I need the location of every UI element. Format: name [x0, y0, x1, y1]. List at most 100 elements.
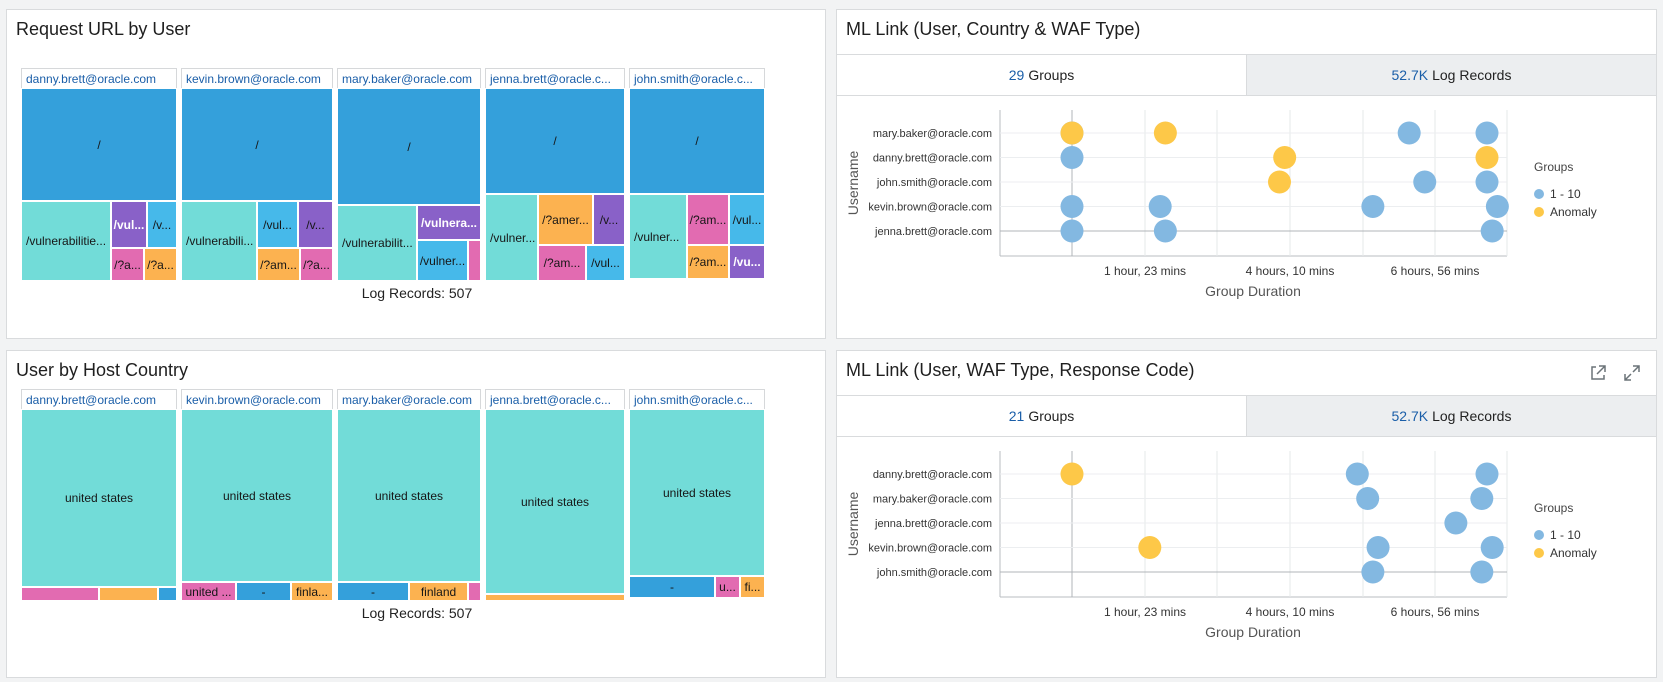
- treemap-cell[interactable]: /vu...: [729, 245, 765, 279]
- anomaly-point[interactable]: [1138, 536, 1162, 559]
- treemap-cell[interactable]: /?am...: [538, 245, 586, 281]
- treemap-cell[interactable]: [468, 582, 481, 601]
- treemap-user-label[interactable]: john.smith@oracle.c...: [629, 389, 765, 409]
- summary-tabs: 21 Groups 52.7K Log Records: [837, 395, 1656, 437]
- anomaly-point[interactable]: [1273, 146, 1297, 169]
- treemap-cell[interactable]: /v...: [593, 194, 625, 245]
- treemap-cell[interactable]: /vul...: [586, 245, 625, 281]
- bubble-point[interactable]: [1485, 195, 1509, 218]
- treemap-user-label[interactable]: john.smith@oracle.c...: [629, 68, 765, 88]
- treemap-user-label[interactable]: jenna.brett@oracle.c...: [485, 68, 625, 88]
- treemap-cell[interactable]: united states: [21, 409, 177, 587]
- treemap-cell[interactable]: [468, 240, 481, 281]
- bubble-point[interactable]: [1413, 170, 1437, 194]
- tab-groups[interactable]: 21 Groups: [837, 396, 1246, 436]
- treemap-cell[interactable]: [99, 587, 158, 601]
- bubble-point[interactable]: [1345, 462, 1369, 486]
- legend-entry: 1 - 10: [1550, 528, 1581, 542]
- bubble-point[interactable]: [1366, 536, 1390, 559]
- treemap-cell[interactable]: /vulner...: [417, 240, 468, 281]
- expand-icon[interactable]: [1622, 363, 1642, 383]
- treemap-cell[interactable]: /v...: [147, 201, 177, 248]
- bubble-point[interactable]: [1480, 219, 1504, 243]
- y-tick-label: mary.baker@oracle.com: [873, 128, 992, 140]
- treemap-cell[interactable]: /vulner...: [485, 194, 538, 281]
- treemap-cell[interactable]: united states: [181, 409, 333, 582]
- treemap-cell[interactable]: /?am...: [687, 245, 729, 279]
- legend-entry: Anomaly: [1550, 546, 1597, 560]
- bubble-point[interactable]: [1480, 536, 1504, 559]
- bubble-point[interactable]: [1361, 560, 1385, 584]
- treemap-cell[interactable]: [485, 594, 625, 601]
- records-count: 52.7K: [1391, 67, 1429, 83]
- treemap-cell[interactable]: united states: [629, 409, 765, 576]
- treemap-cell[interactable]: /?a...: [111, 248, 144, 281]
- treemap-cell[interactable]: /: [181, 88, 333, 201]
- treemap-user-label[interactable]: mary.baker@oracle.com: [337, 389, 481, 409]
- treemap-cell[interactable]: [158, 587, 177, 601]
- treemap-cell[interactable]: -: [337, 582, 409, 601]
- anomaly-point[interactable]: [1268, 170, 1291, 194]
- treemap-cell[interactable]: united states: [485, 409, 625, 594]
- treemap-cell[interactable]: /vulnerabilit...: [337, 205, 417, 281]
- anomaly-point[interactable]: [1060, 121, 1084, 145]
- tab-groups[interactable]: 29 Groups: [837, 55, 1246, 95]
- tab-log-records[interactable]: 52.7K Log Records: [1246, 396, 1656, 436]
- treemap-cell[interactable]: /?a...: [300, 248, 333, 281]
- treemap-cell[interactable]: /: [337, 88, 481, 205]
- bubble-point[interactable]: [1060, 146, 1084, 169]
- y-tick-label: danny.brett@oracle.com: [873, 153, 992, 165]
- bubble-point[interactable]: [1470, 560, 1494, 584]
- treemap-cell[interactable]: u...: [715, 576, 740, 598]
- x-tick-label: 4 hours, 10 mins: [1246, 605, 1335, 619]
- treemap-user-label[interactable]: jenna.brett@oracle.c...: [485, 389, 625, 409]
- treemap-cell[interactable]: /: [629, 88, 765, 194]
- treemap-cell[interactable]: /vul...: [729, 194, 765, 245]
- tab-log-records[interactable]: 52.7K Log Records: [1246, 55, 1656, 95]
- treemap-cell[interactable]: /vulnera...: [417, 205, 481, 240]
- anomaly-point[interactable]: [1060, 462, 1084, 486]
- treemap-cell[interactable]: fi...: [740, 576, 765, 598]
- anomaly-point[interactable]: [1153, 121, 1177, 145]
- treemap-cell[interactable]: /vulnerabilitie...: [21, 201, 111, 281]
- treemap-cell[interactable]: /vulnerabili...: [181, 201, 257, 281]
- treemap-user-label[interactable]: kevin.brown@oracle.com: [181, 389, 333, 409]
- legend-swatch: [1534, 530, 1544, 540]
- bubble-point[interactable]: [1060, 219, 1084, 243]
- treemap-user-label[interactable]: kevin.brown@oracle.com: [181, 68, 333, 88]
- treemap-cell[interactable]: /: [21, 88, 177, 201]
- treemap-cell[interactable]: /v...: [298, 201, 333, 248]
- bubble-point[interactable]: [1397, 121, 1421, 145]
- treemap-cell[interactable]: /?am...: [687, 194, 729, 245]
- treemap-cell[interactable]: finland: [409, 582, 468, 601]
- bubble-point[interactable]: [1148, 195, 1172, 218]
- treemap-cell[interactable]: /vul...: [257, 201, 298, 248]
- bubble-point[interactable]: [1444, 511, 1468, 535]
- treemap-cell[interactable]: /: [485, 88, 625, 194]
- bubble-point[interactable]: [1153, 219, 1177, 243]
- bubble-point[interactable]: [1475, 170, 1499, 194]
- treemap-cell[interactable]: /?am...: [257, 248, 300, 281]
- open-external-icon[interactable]: [1588, 363, 1608, 383]
- treemap-cell[interactable]: -: [629, 576, 715, 598]
- bubble-point[interactable]: [1470, 487, 1494, 510]
- treemap-cell[interactable]: /?a...: [144, 248, 177, 281]
- x-tick-label: 1 hour, 23 mins: [1104, 605, 1186, 619]
- treemap-cell[interactable]: [21, 587, 99, 601]
- bubble-point[interactable]: [1356, 487, 1380, 510]
- treemap-cell[interactable]: /vul...: [111, 201, 147, 248]
- treemap-cell[interactable]: /vulner...: [629, 194, 687, 279]
- bubble-point[interactable]: [1475, 462, 1499, 486]
- bubble-point[interactable]: [1361, 195, 1385, 218]
- bubble-point[interactable]: [1060, 195, 1084, 218]
- treemap-user-label[interactable]: danny.brett@oracle.com: [21, 389, 177, 409]
- treemap-cell[interactable]: -: [236, 582, 291, 601]
- treemap-cell[interactable]: united states: [337, 409, 481, 582]
- treemap-cell[interactable]: finla...: [291, 582, 333, 601]
- treemap-user-label[interactable]: mary.baker@oracle.com: [337, 68, 481, 88]
- treemap-user-label[interactable]: danny.brett@oracle.com: [21, 68, 177, 88]
- treemap-cell[interactable]: /?amer...: [538, 194, 593, 245]
- treemap-cell[interactable]: united ...: [181, 582, 236, 601]
- anomaly-point[interactable]: [1475, 146, 1499, 169]
- bubble-point[interactable]: [1475, 121, 1499, 145]
